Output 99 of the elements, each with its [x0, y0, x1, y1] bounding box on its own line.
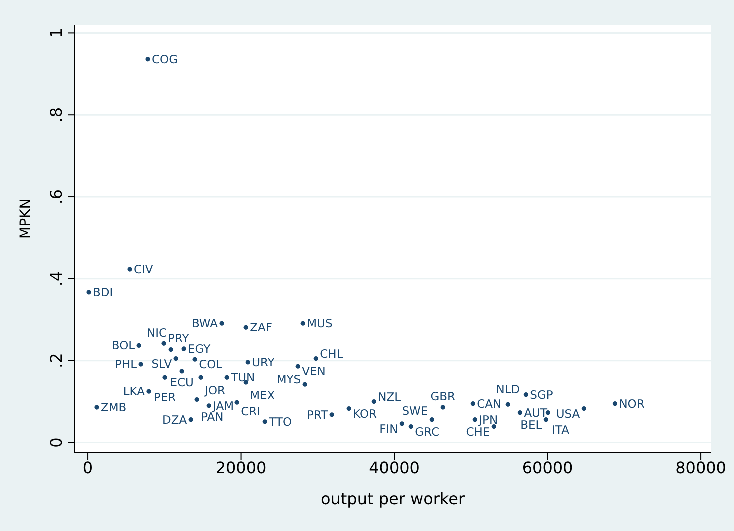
point: [94, 405, 100, 410]
data-label: MEX: [250, 388, 276, 403]
point: [506, 402, 510, 407]
y-tick-label: .8: [47, 107, 66, 123]
data-label: PRT: [306, 408, 330, 422]
data-label: GRC: [415, 424, 440, 439]
data-label: CAN: [477, 396, 502, 411]
point: [330, 412, 334, 418]
point: [408, 424, 414, 430]
data-label: GBR: [430, 390, 456, 404]
point: [612, 402, 618, 406]
point: [146, 389, 152, 394]
data-label: PER: [154, 390, 176, 405]
data-label: NIC: [147, 326, 168, 340]
point: [524, 392, 528, 398]
data-label: ITA: [552, 422, 570, 437]
data-label: NLD: [496, 382, 520, 397]
point: [198, 375, 204, 380]
y-tick-label: 0: [47, 438, 66, 448]
data-label: BDI: [93, 285, 114, 300]
data-label: JPN: [478, 412, 498, 427]
point: [234, 400, 240, 405]
data-label: COL: [199, 358, 224, 372]
point: [244, 325, 248, 330]
point: [224, 375, 230, 380]
data-label: SGP: [530, 388, 554, 402]
data-label: USA: [556, 406, 580, 421]
point: [138, 362, 144, 367]
point: [302, 382, 308, 387]
data-label: NZL: [378, 390, 402, 404]
data-label: PRY: [168, 332, 190, 346]
x-tick-label: 40000: [369, 458, 420, 478]
point: [582, 406, 586, 412]
point: [518, 410, 522, 416]
data-label: CIV: [134, 262, 154, 277]
point: [440, 405, 446, 410]
x-tick-label: 20000: [216, 458, 267, 478]
data-label: TUN: [230, 370, 256, 385]
data-label: TTO: [268, 414, 292, 429]
point: [470, 402, 476, 406]
y-tick-label: .4: [47, 271, 66, 287]
point: [472, 418, 478, 422]
data-label: JOR: [204, 384, 226, 398]
point: [296, 364, 300, 369]
data-label: LKA: [123, 384, 146, 399]
data-label: DZA: [162, 412, 188, 427]
data-label: BOL: [112, 338, 136, 353]
data-label: KOR: [353, 406, 378, 421]
data-label: MYS: [276, 372, 302, 387]
data-label: COG: [152, 52, 178, 66]
point: [180, 369, 184, 374]
x-tick-label: 60000: [522, 458, 574, 478]
point: [162, 375, 168, 380]
y-tick-label: .6: [47, 189, 66, 205]
data-label: VEN: [302, 364, 326, 379]
data-label: ZAF: [250, 320, 272, 335]
point: [136, 343, 142, 348]
point: [346, 406, 352, 412]
point: [168, 347, 174, 352]
data-label: FIN: [380, 422, 398, 436]
point: [194, 397, 200, 402]
point: [146, 57, 150, 62]
y-tick-label: .2: [47, 353, 66, 368]
point: [430, 418, 434, 422]
y-axis-title: MPKN: [18, 198, 34, 239]
point: [192, 357, 198, 362]
data-label: MUS: [307, 316, 333, 331]
x-tick-label: 0: [82, 458, 94, 478]
data-label: SLV: [152, 356, 172, 371]
data-label: CRI: [241, 404, 260, 419]
data-label: EGY: [188, 342, 212, 356]
point: [300, 321, 306, 326]
point: [188, 418, 194, 422]
point: [182, 346, 186, 352]
point: [262, 420, 268, 424]
data-label: SWE: [402, 404, 428, 418]
y-tick-label: 1: [47, 28, 66, 38]
point: [174, 356, 178, 362]
data-label: URY: [252, 355, 276, 370]
data-label: BWA: [192, 316, 218, 331]
data-label: CHL: [320, 346, 344, 361]
data-label: BEL: [520, 418, 543, 432]
data-label: AUT: [524, 406, 548, 420]
point: [162, 341, 166, 346]
data-label: NOR: [619, 396, 645, 411]
point: [128, 267, 132, 272]
point: [206, 404, 212, 408]
point: [314, 356, 318, 362]
point: [400, 422, 404, 426]
x-axis-title: output per worker: [320, 489, 466, 508]
point: [544, 418, 548, 422]
data-label: ECU: [170, 375, 194, 390]
data-label: ZMB: [100, 400, 127, 415]
point: [246, 360, 250, 365]
point: [220, 321, 224, 326]
data-label: PHL: [115, 358, 138, 372]
point: [86, 290, 92, 295]
x-tick-label: 80000: [676, 458, 726, 478]
point: [372, 400, 376, 404]
